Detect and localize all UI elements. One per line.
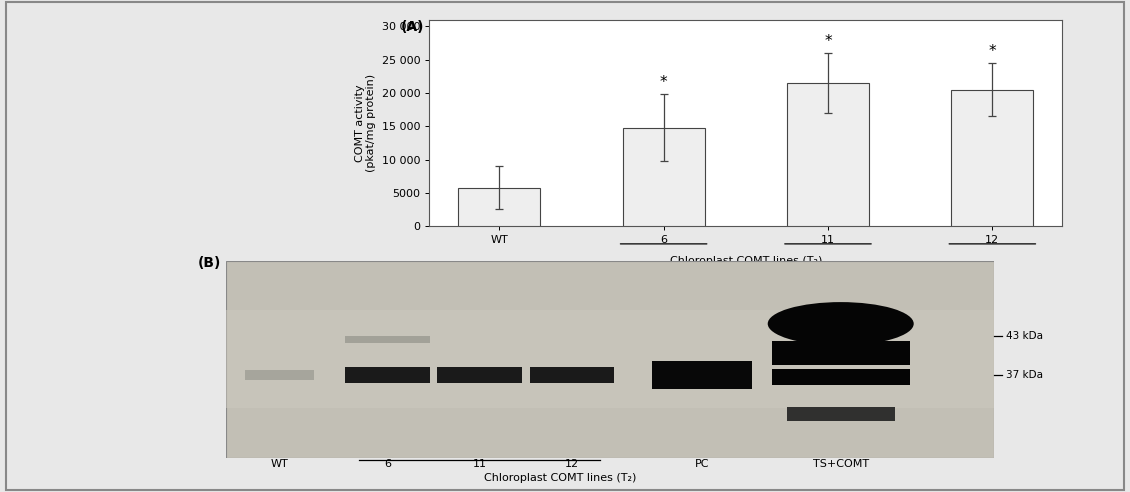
Bar <box>772 369 910 385</box>
Text: 37 kDa: 37 kDa <box>1006 370 1043 380</box>
Text: WT: WT <box>271 459 288 468</box>
Text: PC: PC <box>695 459 710 468</box>
Bar <box>623 127 705 226</box>
Bar <box>652 361 753 389</box>
Y-axis label: COMT activity
(pkat/mg protein): COMT activity (pkat/mg protein) <box>355 74 376 172</box>
Bar <box>345 367 429 383</box>
Bar <box>772 341 910 365</box>
Text: *: * <box>824 34 832 49</box>
Bar <box>245 370 314 380</box>
Bar <box>458 187 540 226</box>
Bar <box>226 310 994 408</box>
Bar <box>786 407 895 421</box>
Text: Chloroplast COMT lines (T₂): Chloroplast COMT lines (T₂) <box>484 473 636 483</box>
Text: 6: 6 <box>384 459 391 468</box>
Ellipse shape <box>767 302 914 345</box>
Text: 43 kDa: 43 kDa <box>1006 331 1043 340</box>
Bar <box>530 367 614 383</box>
Bar <box>951 90 1034 226</box>
Text: 12: 12 <box>565 459 579 468</box>
Text: 11: 11 <box>472 459 487 468</box>
Text: (A): (A) <box>401 20 425 33</box>
X-axis label: Chloroplast COMT lines (T₂): Chloroplast COMT lines (T₂) <box>670 256 822 267</box>
Text: TS+COMT: TS+COMT <box>812 459 869 468</box>
Text: *: * <box>660 75 668 91</box>
Bar <box>437 367 522 383</box>
Bar <box>345 336 429 343</box>
Text: *: * <box>989 44 997 59</box>
Text: (B): (B) <box>198 256 221 270</box>
Bar <box>786 83 869 226</box>
